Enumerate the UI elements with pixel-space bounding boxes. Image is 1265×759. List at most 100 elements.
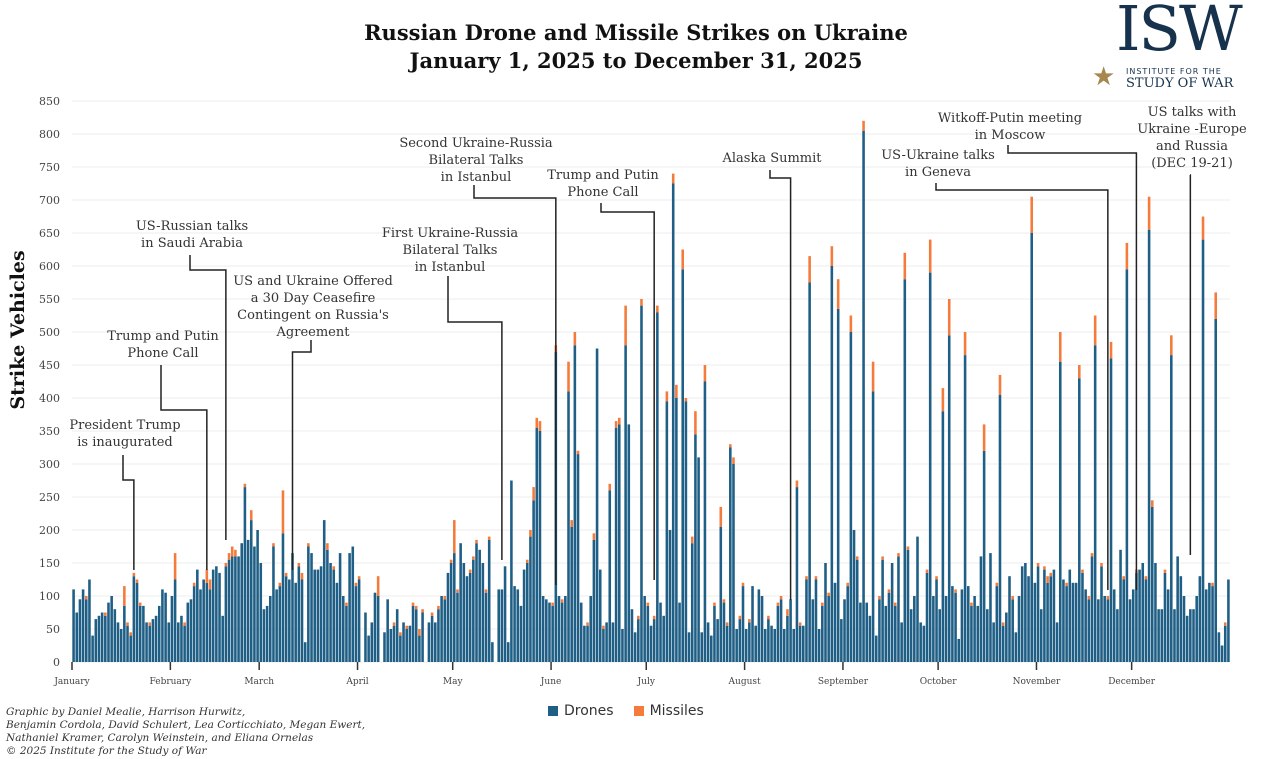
- missile-bar: [947, 299, 951, 336]
- drone-bar: [801, 625, 805, 662]
- x-tick-label: June: [540, 677, 562, 687]
- drone-bar: [878, 599, 881, 662]
- drone-bar: [199, 589, 202, 662]
- missile-bar: [284, 572, 288, 577]
- drone-bar: [1122, 579, 1126, 662]
- missile-bar: [954, 589, 957, 593]
- drone-bar: [303, 642, 307, 662]
- drone-bar: [215, 566, 218, 662]
- y-tick-label: 650: [39, 227, 60, 240]
- x-tick-label: December: [1108, 677, 1156, 687]
- drone-bar: [440, 596, 443, 662]
- drone-bar: [1135, 572, 1138, 662]
- drone-bar: [928, 272, 932, 662]
- annotation-leader-line: [600, 203, 655, 580]
- missile-bar: [713, 602, 716, 606]
- missile-bar: [535, 417, 539, 428]
- drone-bar: [1008, 576, 1011, 662]
- y-tick-label: 400: [39, 392, 60, 405]
- drone-bar: [453, 553, 456, 662]
- missile-bar: [894, 602, 897, 606]
- drone-bar: [376, 596, 380, 662]
- drone-bar: [986, 609, 989, 662]
- drone-bar: [1100, 566, 1103, 662]
- drone-bar: [1192, 609, 1195, 662]
- missile-bar: [1093, 315, 1097, 346]
- drone-bar: [640, 305, 643, 662]
- missile-bar: [230, 546, 234, 557]
- drone-bar: [770, 625, 773, 662]
- drone-bar: [643, 596, 646, 662]
- drone-bar: [843, 599, 846, 662]
- drone-bar: [976, 605, 980, 662]
- drone-bar: [332, 569, 336, 662]
- drone-bar: [951, 586, 954, 662]
- drone-bar: [624, 345, 627, 662]
- missile-bar: [1046, 576, 1049, 583]
- annotation-label: Second Ukraine-Russia Bilateral Talks in…: [399, 136, 553, 185]
- missile-bar: [729, 444, 732, 448]
- drone-bar: [456, 592, 459, 662]
- drone-bar: [824, 563, 827, 662]
- drone-bar: [932, 596, 935, 662]
- drone-bar: [123, 605, 126, 662]
- drone-bar: [402, 622, 405, 662]
- drone-bar: [208, 589, 212, 662]
- drone-bar: [1131, 589, 1135, 662]
- drone-bar: [230, 556, 234, 662]
- drone-bar: [1093, 345, 1097, 662]
- missile-bar: [135, 579, 139, 583]
- missile-bar: [776, 602, 780, 606]
- drone-bar: [741, 586, 745, 662]
- y-tick-label: 450: [39, 359, 60, 372]
- drone-bar: [919, 622, 922, 662]
- annotation-label: Witkoff-Putin meeting in Moscow: [937, 111, 1083, 143]
- missile-bar: [307, 543, 310, 547]
- drone-bar: [1058, 361, 1062, 662]
- drone-bar: [564, 596, 567, 662]
- missile-bar: [738, 615, 742, 620]
- missile-bar: [694, 411, 697, 435]
- drone-bar: [633, 632, 637, 662]
- drone-bar: [814, 579, 818, 662]
- x-tick-label: August: [728, 677, 761, 687]
- missile-bar: [487, 536, 491, 540]
- drone-bar: [757, 589, 761, 662]
- drone-bar: [709, 635, 713, 662]
- drone-bar: [754, 625, 757, 662]
- drone-bar: [668, 530, 672, 662]
- drone-bar: [817, 629, 821, 662]
- chart-title: Russian Drone and Missile Strikes on Ukr…: [364, 20, 908, 45]
- drone-bar: [510, 480, 513, 662]
- drone-bar: [621, 629, 624, 662]
- drone-bar: [963, 355, 967, 662]
- missile-bar: [836, 279, 840, 309]
- missile-bar: [906, 546, 910, 550]
- drone-bar: [1204, 589, 1208, 662]
- y-tick-label: 350: [39, 425, 60, 438]
- drone-bar: [687, 632, 691, 662]
- missile-bar: [681, 249, 685, 270]
- missile-bar: [690, 536, 694, 544]
- missile-bar: [935, 576, 938, 580]
- drone-bar: [529, 536, 532, 662]
- drone-bar: [249, 520, 253, 662]
- drone-bar: [1033, 582, 1037, 662]
- drone-bar: [652, 619, 656, 662]
- drone-bar: [551, 605, 554, 662]
- drone-bar: [84, 599, 88, 662]
- drone-bar: [897, 556, 900, 662]
- drone-bar: [1220, 645, 1224, 662]
- drone-bar: [884, 605, 888, 662]
- missile-bar: [243, 483, 247, 488]
- drone-bar: [465, 576, 469, 662]
- drone-bar: [506, 642, 510, 662]
- drone-bar: [656, 312, 659, 662]
- missile-bar: [925, 569, 929, 573]
- drone-bar: [738, 619, 742, 662]
- missile-bar: [173, 553, 177, 580]
- y-tick-label: 500: [39, 326, 60, 339]
- drone-bar: [129, 635, 132, 662]
- drone-bar: [589, 596, 593, 662]
